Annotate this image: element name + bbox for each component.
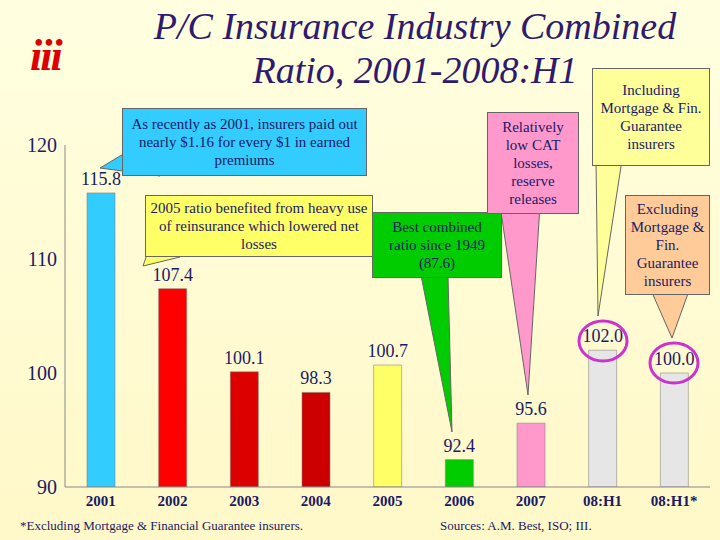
svg-text:102.0: 102.0 — [582, 326, 623, 346]
svg-text:115.8: 115.8 — [81, 169, 121, 189]
html-text:P/C Insurance Industry Combine: P/C Insurance Industry Combined Ratio, 2… — [153, 5, 677, 91]
svg-text:90: 90 — [37, 476, 57, 498]
html-text:2005 ratio benefited from heav: 2005 ratio benefited from heavy use of r… — [150, 200, 368, 252]
svg-text:2005: 2005 — [373, 493, 403, 509]
svg-text:2006: 2006 — [444, 493, 475, 509]
html-text:Sources: A.M. Best, ISO; III.: Sources: A.M. Best, ISO; III. — [440, 518, 592, 533]
svg-text:92.4: 92.4 — [444, 436, 476, 456]
svg-text:2001: 2001 — [86, 493, 116, 509]
svg-text:2003: 2003 — [229, 493, 259, 509]
svg-text:2004: 2004 — [301, 493, 332, 509]
svg-text:2002: 2002 — [158, 493, 188, 509]
svg-text:120: 120 — [27, 134, 57, 156]
svg-text:100: 100 — [27, 362, 57, 384]
svg-text:100.0: 100.0 — [654, 349, 695, 369]
html-text:Excluding Mortgage & Fin. Guar: Excluding Mortgage & Fin. Guarantee insu… — [630, 201, 705, 289]
html-text:Relatively low CAT losses, res: Relatively low CAT losses, reserve relea… — [502, 119, 564, 207]
html-text:Including Mortgage & Fin. Guar: Including Mortgage & Fin. Guarantee insu… — [600, 82, 702, 152]
svg-text:107.4: 107.4 — [152, 265, 193, 285]
html-text:As recently as 2001, insurers: As recently as 2001, insurers paid out n… — [131, 116, 358, 168]
svg-text:08:H1: 08:H1 — [583, 493, 622, 509]
svg-text:95.6: 95.6 — [515, 399, 547, 419]
svg-text:100.1: 100.1 — [224, 348, 265, 368]
html-text:*Excluding Mortgage & Financia: *Excluding Mortgage & Financial Guarante… — [20, 518, 303, 533]
svg-text:2007: 2007 — [516, 493, 547, 509]
html-text:Best combined ratio since 1949: Best combined ratio since 1949 (87.6) — [389, 219, 485, 271]
svg-text:08:H1*: 08:H1* — [651, 493, 698, 509]
svg-text:100.7: 100.7 — [367, 341, 408, 361]
html-text:iii: iii — [30, 31, 61, 80]
svg-text:98.3: 98.3 — [300, 368, 332, 388]
svg-text:110: 110 — [28, 248, 57, 270]
